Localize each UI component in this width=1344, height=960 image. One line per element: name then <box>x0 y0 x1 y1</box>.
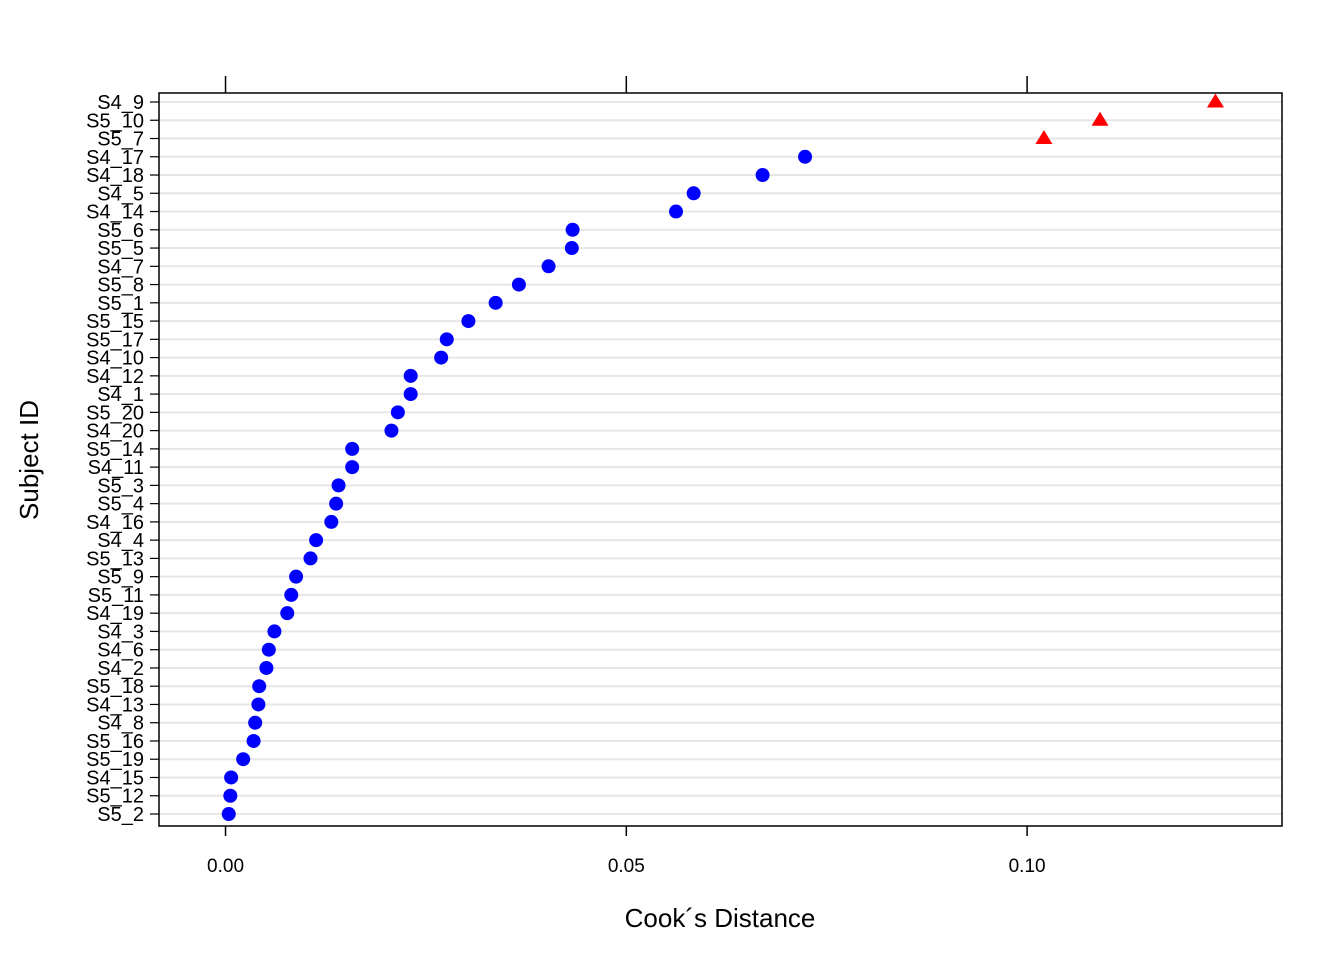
y-tick-label: S5_7 <box>97 129 144 151</box>
y-tick-label: S5_15 <box>86 311 144 333</box>
data-point <box>798 149 813 164</box>
y-tick-label: S4_15 <box>86 767 144 789</box>
y-axis-title: Subject ID <box>14 400 44 520</box>
y-tick-label: S5_20 <box>86 402 144 424</box>
y-tick-label: S4_6 <box>97 640 144 662</box>
y-tick-label: S5_10 <box>86 110 144 132</box>
data-point <box>324 514 339 529</box>
data-point <box>246 733 261 748</box>
x-tick-label: 0.10 <box>1009 856 1046 877</box>
y-tick-label: S5_17 <box>86 329 144 351</box>
y-tick-label: S4_18 <box>86 165 144 187</box>
data-point <box>236 752 251 767</box>
data-points <box>221 93 1224 821</box>
y-axis-ticks <box>150 101 159 815</box>
data-point <box>488 295 503 310</box>
y-tick-label: S5_12 <box>86 786 144 808</box>
data-point <box>403 387 418 402</box>
y-axis-tick-labels: S4_9S5_10S5_7S4_17S4_18S4_5S4_14S5_6S5_5… <box>86 92 144 826</box>
y-tick-label: S5_5 <box>97 238 144 260</box>
data-point <box>289 569 304 584</box>
data-point <box>434 350 449 365</box>
y-tick-label: S4_2 <box>97 658 144 680</box>
y-tick-label: S4_8 <box>97 713 144 735</box>
x-axis-tick-labels: 0.00 0.05 0.10 <box>207 856 1046 877</box>
x-axis-ticks <box>224 76 1028 836</box>
y-tick-label: S5_1 <box>97 293 144 315</box>
outlier-point <box>1091 111 1109 126</box>
data-point <box>755 168 770 183</box>
y-tick-label: S5_9 <box>97 567 144 589</box>
data-point <box>669 204 684 219</box>
data-point <box>309 533 324 548</box>
data-point <box>384 423 399 438</box>
data-point <box>541 259 556 274</box>
y-tick-label: S4_4 <box>97 530 144 552</box>
data-point <box>223 788 238 803</box>
data-point <box>345 460 360 475</box>
y-tick-label: S5_13 <box>86 548 144 570</box>
y-tick-label: S4_5 <box>97 183 144 205</box>
outlier-point <box>1206 93 1224 108</box>
data-point <box>303 551 318 566</box>
data-point <box>439 332 454 347</box>
data-point <box>331 478 346 493</box>
data-point <box>511 277 526 292</box>
y-tick-label: S4_12 <box>86 366 144 388</box>
y-tick-label: S4_14 <box>86 202 144 224</box>
y-tick-label: S5_6 <box>97 220 144 242</box>
data-point <box>403 368 418 383</box>
x-tick-label: 0.05 <box>608 856 645 877</box>
y-tick-label: S5_18 <box>86 676 144 698</box>
y-tick-label: S5_14 <box>86 439 144 461</box>
x-axis-title: Cook´s Distance <box>625 903 816 933</box>
data-point <box>221 807 236 821</box>
y-tick-label: S4_16 <box>86 512 144 534</box>
y-tick-label: S5_19 <box>86 749 144 771</box>
y-tick-label: S4_1 <box>97 384 144 406</box>
y-tick-label: S4_11 <box>88 457 144 479</box>
y-tick-label: S4_17 <box>86 147 144 169</box>
y-tick-label: S4_3 <box>97 621 144 643</box>
x-tick-label: 0.00 <box>207 856 244 877</box>
data-point <box>267 624 282 639</box>
data-point <box>329 496 344 511</box>
y-tick-label: S4_19 <box>86 603 144 625</box>
y-tick-label: S5_11 <box>88 585 144 607</box>
data-point <box>259 660 274 675</box>
y-tick-label: S4_9 <box>97 92 144 114</box>
data-point <box>461 314 476 329</box>
data-point <box>565 222 580 237</box>
y-tick-label: S5_16 <box>86 731 144 753</box>
y-tick-label: S4_7 <box>97 256 144 278</box>
y-tick-label: S4_20 <box>86 421 144 443</box>
plot-frame <box>158 92 1283 827</box>
y-tick-label: S4_10 <box>86 348 144 370</box>
y-tick-label: S5_3 <box>97 475 144 497</box>
data-point <box>251 697 266 712</box>
data-point <box>390 405 405 420</box>
data-point <box>248 715 263 730</box>
y-tick-label: S4_13 <box>86 694 144 716</box>
data-point <box>345 441 360 456</box>
data-point <box>284 587 299 602</box>
y-tick-label: S5_2 <box>97 804 144 826</box>
data-point <box>252 679 267 694</box>
data-point <box>224 770 239 785</box>
y-tick-label: S5_8 <box>97 275 144 297</box>
y-tick-label: S5_4 <box>97 494 144 516</box>
data-point <box>261 642 276 657</box>
grid-lines <box>159 101 1282 815</box>
outlier-point <box>1035 130 1053 145</box>
data-point <box>564 241 579 256</box>
data-point <box>686 186 701 201</box>
data-point <box>280 606 295 621</box>
